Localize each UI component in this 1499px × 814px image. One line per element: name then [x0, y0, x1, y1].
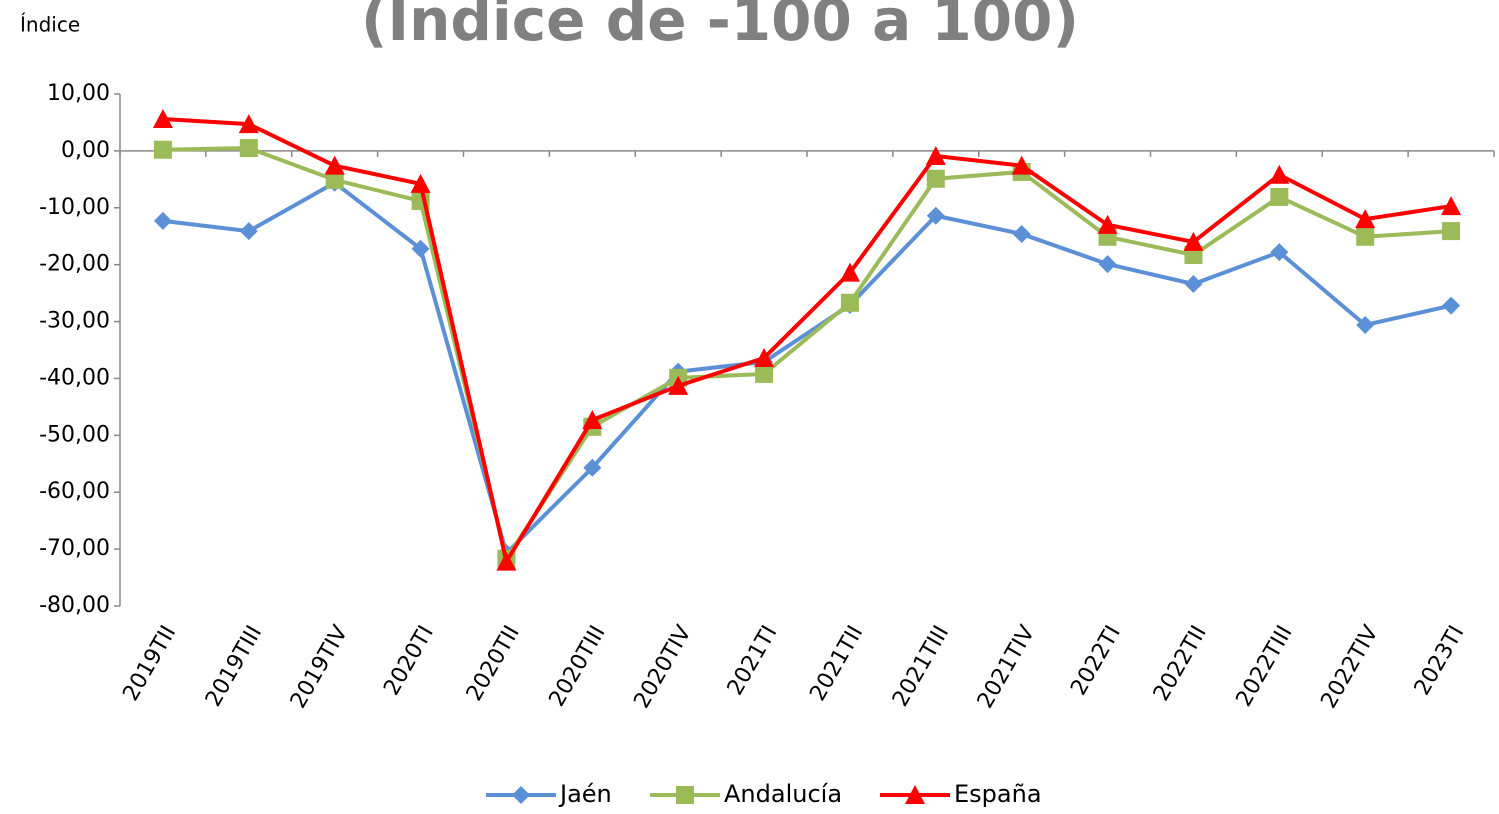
x-tick-label: 2022TII: [1149, 622, 1212, 706]
x-tick-label: 2020TI: [379, 622, 439, 700]
series-line: [162, 117, 1452, 564]
marker: [839, 262, 860, 282]
x-tick-label: 2020TII: [462, 622, 525, 706]
marker: [324, 155, 345, 175]
y-axis-label: Índice: [20, 13, 80, 37]
marker: [1269, 164, 1290, 184]
series-line: [162, 180, 1452, 556]
x-tick-label: 2021TIII: [888, 622, 954, 711]
x-tick-label: 2021TIV: [973, 622, 1040, 713]
marker: [1270, 243, 1289, 262]
x-tick-label: 2022TIII: [1232, 622, 1298, 711]
marker: [1356, 315, 1375, 334]
marker: [411, 239, 430, 258]
legend-label: Jaén: [558, 780, 612, 808]
y-tick-label: -50,00: [39, 422, 110, 447]
marker: [1270, 187, 1289, 206]
marker: [840, 293, 859, 312]
marker: [496, 551, 517, 571]
marker: [239, 139, 258, 158]
x-tick-label: 2019TIII: [201, 622, 267, 711]
x-tick-label: 2020TIV: [629, 622, 696, 713]
legend-label: Andalucía: [724, 780, 842, 808]
marker: [1098, 255, 1117, 274]
marker: [1012, 224, 1031, 243]
chart-title: (Indice de -100 a 100): [361, 0, 1079, 54]
y-tick-label: -80,00: [39, 593, 110, 618]
marker: [1011, 155, 1032, 175]
marker: [325, 170, 344, 189]
x-tick-label: 2021TI: [723, 622, 783, 700]
marker: [153, 140, 172, 159]
marker: [925, 146, 946, 166]
marker: [583, 458, 602, 477]
marker: [676, 786, 694, 804]
marker: [1183, 231, 1204, 251]
y-tick-label: -60,00: [39, 479, 110, 504]
marker: [1442, 296, 1461, 315]
marker: [668, 375, 689, 395]
x-tick-label: 2019TII: [118, 622, 181, 706]
marker: [512, 786, 530, 804]
y-tick-label: -70,00: [39, 536, 110, 561]
marker: [1097, 214, 1118, 234]
x-tick-label: 2023TI: [1410, 622, 1470, 700]
marker: [152, 109, 173, 129]
y-tick-label: -20,00: [39, 252, 110, 277]
y-tick-label: -40,00: [39, 365, 110, 390]
marker: [926, 169, 945, 188]
marker: [410, 173, 431, 193]
y-tick-label: -30,00: [39, 309, 110, 334]
marker: [905, 785, 925, 804]
marker: [754, 347, 775, 367]
x-tick-label: 2021TII: [805, 622, 868, 706]
marker: [153, 211, 172, 230]
x-tick-label: 2022TI: [1066, 622, 1126, 700]
y-tick-label: -10,00: [39, 195, 110, 220]
marker: [1442, 222, 1461, 241]
y-tick-label: 10,00: [47, 81, 110, 106]
legend-label: España: [954, 780, 1042, 808]
marker: [1441, 196, 1462, 216]
marker: [238, 114, 259, 134]
marker: [755, 364, 774, 383]
marker: [1355, 209, 1376, 229]
x-tick-label: 2019TIV: [286, 622, 353, 713]
marker: [239, 222, 258, 241]
series-line: [162, 146, 1452, 561]
x-tick-label: 2022TIV: [1316, 622, 1383, 713]
marker: [1356, 227, 1375, 246]
marker: [926, 206, 945, 225]
y-tick-label: 0,00: [61, 138, 110, 163]
x-tick-label: 2020TIII: [545, 622, 611, 711]
marker: [582, 409, 603, 429]
marker: [1184, 275, 1203, 294]
